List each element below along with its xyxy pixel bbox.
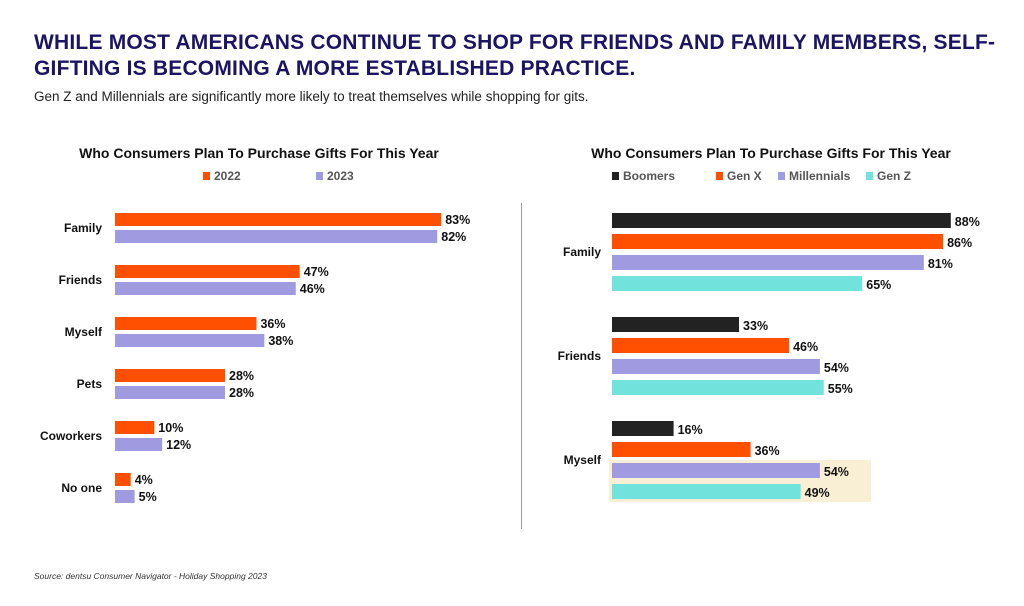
data-label-friends-boomers: 33%	[743, 319, 768, 333]
data-label-friends-gen-z: 55%	[828, 382, 853, 396]
legend-label-gen-x: Gen X	[727, 169, 762, 183]
legend-label-2022: 2022	[214, 169, 241, 183]
category-label-myself: Myself	[65, 325, 103, 339]
page-subtitle: Gen Z and Millennials are significantly …	[34, 89, 589, 104]
category-label-myself: Myself	[564, 453, 602, 467]
legend-swatch-gen-z	[866, 172, 873, 180]
data-label-coworkers-2023: 12%	[166, 438, 191, 452]
chart-title: Who Consumers Plan To Purchase Gifts For…	[79, 145, 439, 161]
data-label-family-gen-x: 86%	[947, 236, 972, 250]
bar-coworkers-2022	[115, 421, 155, 434]
bar-no-one-2022	[115, 473, 131, 486]
bar-pets-2022	[115, 369, 226, 382]
data-label-family-gen-z: 65%	[866, 278, 891, 292]
data-label-myself-gen-x: 36%	[755, 444, 780, 458]
bar-myself-gen-x	[612, 442, 751, 457]
data-label-no-one-2022: 4%	[135, 473, 153, 487]
data-label-myself-2023: 38%	[268, 334, 293, 348]
legend-label-millennials: Millennials	[789, 169, 851, 183]
data-label-friends-2023: 46%	[300, 282, 325, 296]
bar-family-2023	[115, 230, 438, 243]
legend-swatch-boomers	[612, 172, 619, 180]
bar-family-gen-z	[612, 276, 863, 291]
data-label-friends-gen-x: 46%	[793, 340, 818, 354]
category-label-no-one: No one	[61, 481, 102, 495]
category-label-coworkers: Coworkers	[40, 429, 102, 443]
bar-myself-2022	[115, 317, 257, 330]
bar-friends-2023	[115, 282, 296, 295]
category-label-family: Family	[563, 245, 601, 259]
data-label-pets-2022: 28%	[229, 369, 254, 383]
data-label-pets-2023: 28%	[229, 386, 254, 400]
data-label-myself-millennials: 54%	[824, 465, 849, 479]
category-label-friends: Friends	[558, 349, 602, 363]
data-label-myself-2022: 36%	[260, 317, 285, 331]
legend-swatch-gen-x	[716, 172, 723, 180]
data-label-friends-2022: 47%	[304, 265, 329, 279]
data-label-family-2022: 83%	[445, 213, 470, 227]
legend-swatch-millennials	[778, 172, 785, 180]
legend-label-boomers: Boomers	[623, 169, 675, 183]
chart-title: Who Consumers Plan To Purchase Gifts For…	[591, 145, 951, 161]
category-label-friends: Friends	[59, 273, 103, 287]
chart-divider	[521, 203, 522, 529]
data-label-family-millennials: 81%	[928, 257, 953, 271]
source-note: Source: dentsu Consumer Navigator - Holi…	[34, 571, 267, 581]
bar-no-one-2023	[115, 490, 135, 503]
bar-pets-2023	[115, 386, 226, 399]
legend-swatch-2022	[203, 172, 210, 180]
bar-myself-millennials	[612, 463, 820, 478]
bar-friends-gen-z	[612, 380, 824, 395]
bar-family-millennials	[612, 255, 924, 270]
category-label-family: Family	[64, 221, 102, 235]
bar-friends-gen-x	[612, 338, 790, 353]
data-label-coworkers-2022: 10%	[158, 421, 183, 435]
data-label-myself-gen-z: 49%	[805, 486, 830, 500]
bar-myself-2023	[115, 334, 265, 347]
bar-family-2022	[115, 213, 442, 226]
bar-coworkers-2023	[115, 438, 163, 451]
page-title: WHILE MOST AMERICANS CONTINUE TO SHOP FO…	[34, 31, 996, 80]
bar-myself-boomers	[612, 421, 674, 436]
data-label-no-one-2023: 5%	[139, 490, 157, 504]
data-label-family-boomers: 88%	[955, 215, 980, 229]
bar-family-boomers	[612, 213, 951, 228]
data-label-family-2023: 82%	[441, 230, 466, 244]
legend-label-2023: 2023	[327, 169, 354, 183]
data-label-friends-millennials: 54%	[824, 361, 849, 375]
chart-gifts-by-year: Who Consumers Plan To Purchase Gifts For…	[40, 145, 470, 504]
bar-friends-2022	[115, 265, 300, 278]
chart-gifts-by-generation: Who Consumers Plan To Purchase Gifts For…	[558, 145, 980, 502]
data-label-myself-boomers: 16%	[678, 423, 703, 437]
bar-friends-boomers	[612, 317, 740, 332]
legend-swatch-2023	[316, 172, 323, 180]
bar-family-gen-x	[612, 234, 944, 249]
bar-friends-millennials	[612, 359, 820, 374]
category-label-pets: Pets	[77, 377, 103, 391]
bar-myself-gen-z	[612, 484, 801, 499]
legend-label-gen-z: Gen Z	[877, 169, 911, 183]
